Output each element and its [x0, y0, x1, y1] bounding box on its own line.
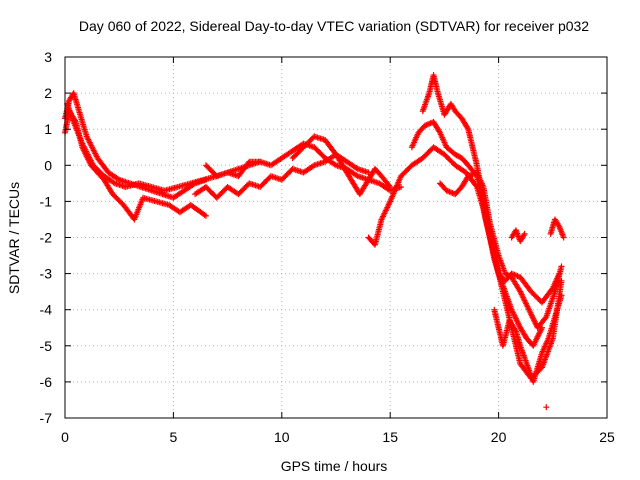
data-point-interp [542, 315, 549, 322]
data-point [558, 277, 565, 284]
x-tick-label: 0 [61, 429, 69, 445]
data-point [387, 183, 394, 190]
x-tick-label: 20 [491, 429, 507, 445]
data-point [558, 292, 565, 299]
x-axis-label: GPS time / hours [281, 458, 388, 474]
grid [65, 57, 607, 418]
x-tick-label: 10 [274, 429, 290, 445]
data-point [558, 263, 565, 270]
ticks [64, 56, 608, 419]
y-tick-labels: -7 -6 -5 -4 -3 -2 -1 0 1 2 3 [40, 49, 53, 426]
chart-title: Day 060 of 2022, Sidereal Day-to-day VTE… [79, 18, 589, 34]
data-point-interp [512, 327, 519, 334]
y-tick-label: -2 [40, 230, 53, 246]
data-point-interp [201, 211, 208, 218]
y-tick-label: -6 [40, 374, 53, 390]
y-axis-label: SDTVAR / TECUs [6, 182, 22, 294]
data-point [560, 234, 567, 241]
x-tick-label: 15 [382, 429, 398, 445]
x-tick-labels: 0 5 10 15 20 25 [61, 429, 615, 445]
data-point [543, 404, 550, 411]
x-tick-label: 25 [599, 429, 615, 445]
y-tick-label: 1 [44, 121, 52, 137]
y-tick-label: -5 [40, 338, 53, 354]
data-point-interp [386, 182, 393, 189]
data-points [62, 72, 567, 411]
y-tick-label: -7 [40, 410, 53, 426]
y-tick-label: -4 [40, 302, 53, 318]
y-tick-label: -1 [40, 193, 53, 209]
y-tick-label: -3 [40, 266, 53, 282]
data-point [202, 212, 209, 219]
y-tick-label: 3 [44, 49, 52, 65]
data-point [521, 230, 528, 237]
y-tick-label: 0 [44, 157, 52, 173]
x-tick-label: 5 [170, 429, 178, 445]
data-point-interp [464, 124, 471, 131]
y-tick-label: 2 [44, 85, 52, 101]
